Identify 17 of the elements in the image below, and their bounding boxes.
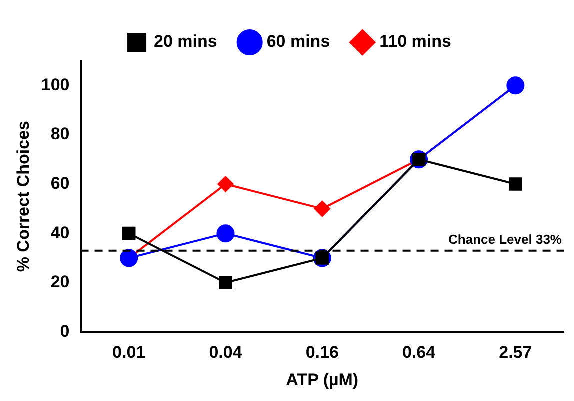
- y-tick-label: 60: [50, 174, 70, 193]
- y-tick-label: 0: [60, 322, 70, 341]
- x-tick-label: 2.57: [499, 343, 532, 362]
- y-tick-label: 100: [41, 75, 70, 94]
- legend-label: 20 mins: [154, 32, 218, 52]
- legend-label: 60 mins: [266, 32, 330, 52]
- x-tick-label: 0.16: [306, 343, 339, 362]
- y-tick-label: 20: [50, 272, 70, 292]
- legend-label: 110 mins: [380, 32, 452, 52]
- x-tick-label: 0.01: [112, 343, 146, 362]
- y-tick-label: 80: [50, 124, 70, 144]
- y-axis-title: % Correct Choices: [14, 121, 33, 272]
- x-tick-label: 0.64: [402, 343, 436, 362]
- x-tick-label: 0.04: [209, 343, 243, 362]
- y-tick-label: 40: [50, 223, 70, 242]
- x-axis-title: ATP (µM): [286, 370, 359, 390]
- ref-line-label: Chance Level 33%: [448, 232, 562, 247]
